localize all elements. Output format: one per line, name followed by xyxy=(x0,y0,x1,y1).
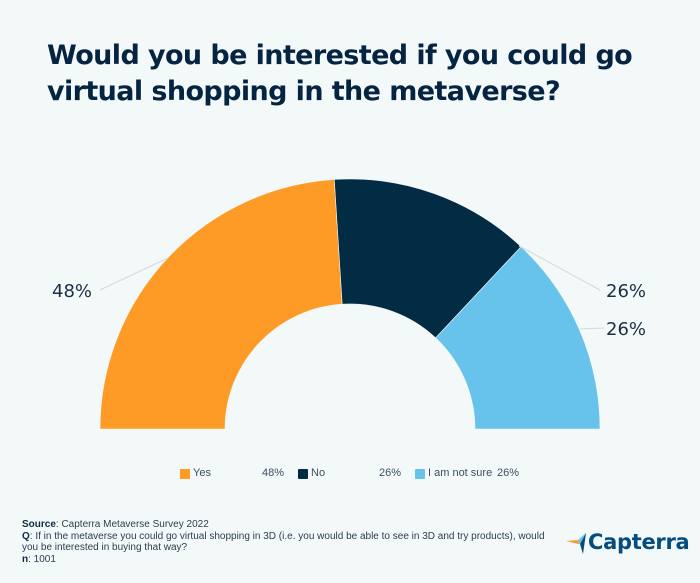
leader-line-yes xyxy=(99,257,169,291)
source-line: Source: Capterra Metaverse Survey 2022 xyxy=(22,519,552,531)
data-label-yes: 48% xyxy=(52,281,92,302)
capterra-logo: Capterra xyxy=(566,530,696,556)
source-label: Source xyxy=(22,519,56,530)
legend-label-yes: Yes xyxy=(193,467,211,479)
question-text: : If in the metaverse you could go virtu… xyxy=(22,530,545,554)
legend-value-yes: 48% xyxy=(262,467,285,479)
slice-no[interactable] xyxy=(333,178,522,339)
sample-size-line: n: 1001 xyxy=(22,554,552,566)
data-label-not-sure: 26% xyxy=(606,319,646,340)
sample-size-label: n xyxy=(22,553,29,565)
chart-title: Would you be interested if you could go … xyxy=(47,40,633,107)
leader-line-not-sure xyxy=(579,327,605,330)
question-line: Q: If in the metaverse you could go virt… xyxy=(22,531,552,554)
data-label-no: 26% xyxy=(606,281,646,302)
legend-value-not-sure: 26% xyxy=(497,467,520,479)
source-text: : Capterra Metaverse Survey 2022 xyxy=(55,519,209,530)
legend-swatch-not-sure xyxy=(415,469,425,479)
chart-footer: Source: Capterra Metaverse Survey 2022 Q… xyxy=(22,519,552,565)
legend-label-not-sure: I am not sure xyxy=(428,467,493,479)
semi-donut-chart: 48% 26% 26% xyxy=(52,178,646,430)
question-label: Q xyxy=(22,530,30,542)
slice-yes[interactable] xyxy=(99,179,343,430)
legend-swatch-yes xyxy=(180,469,190,479)
legend-value-no: 26% xyxy=(379,467,402,479)
chart-legend: Yes 48% No 26% I am not sure 26% xyxy=(0,466,700,484)
capterra-wordmark: Capterra xyxy=(588,530,690,554)
legend-label-no: No xyxy=(311,467,326,479)
slice-not-sure[interactable] xyxy=(435,246,601,430)
capterra-arrow-icon xyxy=(566,533,586,554)
sample-size-text: : 1001 xyxy=(28,553,56,565)
leader-line-no xyxy=(518,245,601,291)
legend-swatch-no xyxy=(298,469,308,479)
